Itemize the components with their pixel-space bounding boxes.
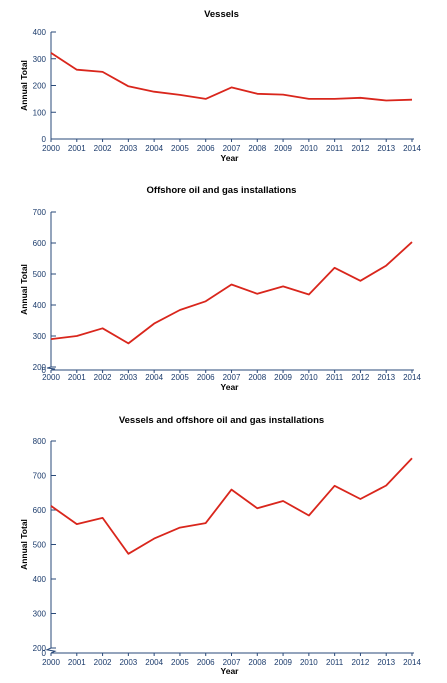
x-tick-label: 2009: [274, 144, 292, 153]
x-tick-label: 2013: [377, 144, 395, 153]
y-tick-label: 100: [33, 108, 47, 117]
chart-title: Vessels: [204, 9, 239, 20]
x-tick-label: 2010: [300, 373, 318, 382]
y-tick-label: 400: [33, 301, 47, 310]
x-tick-label: 2009: [274, 658, 292, 667]
x-tick-label: 2001: [68, 144, 86, 153]
y-tick-label: 500: [33, 541, 47, 550]
x-tick-label: 2010: [300, 144, 318, 153]
y-tick-label: 300: [33, 610, 47, 619]
y-axis-break: [45, 647, 57, 654]
x-tick-label: 2001: [68, 373, 86, 382]
y-tick-label: 400: [33, 28, 47, 37]
y-tick-label: 0: [42, 366, 47, 375]
series-line: [50, 241, 413, 345]
y-axis-label: Annual Total: [19, 519, 29, 570]
y-tick-label: 700: [33, 472, 47, 481]
y-tick-label: 0: [42, 135, 47, 144]
y-axis-break: [46, 366, 56, 371]
x-tick-label: 2002: [94, 658, 112, 667]
x-tick-label: 2000: [42, 144, 60, 153]
y-tick-label: 600: [33, 239, 47, 248]
x-tick-label: 2001: [68, 658, 86, 667]
y-tick-label: 300: [33, 332, 47, 341]
x-tick-label: 2014: [403, 373, 421, 382]
y-tick-label: 200: [33, 644, 47, 653]
x-axis-label: Year: [221, 666, 240, 676]
x-tick-label: 2013: [377, 658, 395, 667]
chart-vessels-and-installations: Vessels and offshore oil and gas install…: [19, 415, 421, 676]
chart-vessels: Vessels 0 100 200 300 400 2000 2001 2002 2003 2004…: [19, 9, 421, 163]
x-tick-label: 2013: [377, 373, 395, 382]
x-tick-label: 2005: [171, 144, 189, 153]
series-line: [50, 52, 413, 102]
x-axis-label: Year: [221, 382, 240, 392]
x-tick-label: 2006: [197, 144, 215, 153]
x-tick-label: 2011: [326, 373, 344, 382]
x-tick-label: 2010: [300, 658, 318, 667]
x-tick-label: 2006: [197, 658, 215, 667]
y-axis-label: Annual Total: [19, 60, 29, 111]
x-tick-label: 2003: [119, 373, 137, 382]
x-tick-label: 2008: [248, 144, 266, 153]
series-line: [50, 457, 413, 555]
y-tick-label: 0: [42, 649, 47, 658]
x-tick-label: 2005: [171, 658, 189, 667]
x-tick-label: 2004: [145, 144, 163, 153]
x-axis-label: Year: [221, 153, 240, 163]
x-tick-label: 2000: [42, 658, 60, 667]
y-tick-label: 500: [33, 270, 47, 279]
x-tick-label: 2009: [274, 373, 292, 382]
y-tick-label: 800: [33, 437, 47, 446]
y-tick-label: 200: [33, 82, 47, 91]
y-tick-label: 700: [33, 208, 47, 217]
y-tick-label: 400: [33, 575, 47, 584]
x-tick-label: 2012: [352, 658, 370, 667]
chart-title: Vessels and offshore oil and gas install…: [119, 415, 324, 426]
x-tick-label: 2000: [42, 373, 60, 382]
y-axis-label: Annual Total: [19, 264, 29, 315]
x-tick-label: 2014: [403, 144, 421, 153]
x-tick-label: 2007: [223, 144, 241, 153]
x-tick-label: 2004: [145, 658, 163, 667]
x-tick-label: 2003: [119, 658, 137, 667]
x-tick-label: 2014: [403, 658, 421, 667]
x-tick-label: 2005: [171, 373, 189, 382]
y-tick-label: 600: [33, 506, 47, 515]
x-tick-label: 2012: [352, 373, 370, 382]
x-tick-label: 2002: [94, 373, 112, 382]
x-tick-label: 2004: [145, 373, 163, 382]
x-tick-label: 2007: [223, 658, 241, 667]
chart-title: Offshore oil and gas installations: [147, 185, 297, 196]
x-tick-label: 2008: [248, 373, 266, 382]
x-tick-label: 2011: [326, 658, 344, 667]
x-tick-label: 2003: [119, 144, 137, 153]
x-tick-label: 2002: [94, 144, 112, 153]
x-tick-label: 2011: [326, 144, 344, 153]
x-tick-label: 2012: [352, 144, 370, 153]
x-tick-label: 2008: [248, 658, 266, 667]
y-tick-label: 300: [33, 55, 47, 64]
x-tick-label: 2006: [197, 373, 215, 382]
y-tick-label: 200: [33, 363, 47, 372]
x-tick-label: 2007: [223, 373, 241, 382]
